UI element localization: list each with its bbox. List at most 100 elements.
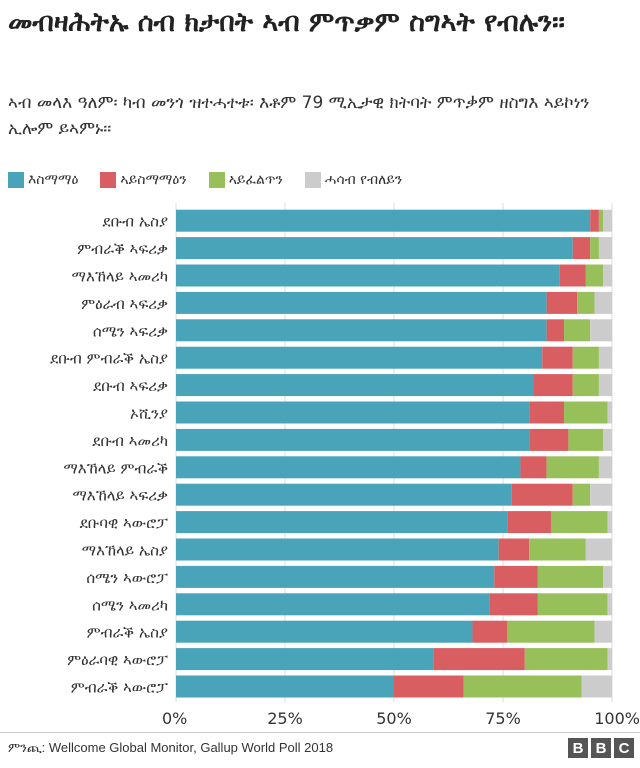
bar-segment [564,401,608,424]
bar-segment [529,538,586,561]
bar-segment [463,675,582,698]
legend-swatch-agree [8,172,24,188]
bar-segment [590,319,612,342]
legend-item-agree: እስማማዕ [8,172,78,188]
legend-label-disagree: ኣይስማማዕን [120,172,187,188]
bar-segment [494,565,538,588]
x-tick-label: 100% [594,709,640,728]
source-note: ምንጪ: Wellcome Global Monitor, Gallup Wor… [8,740,334,755]
bar-segment [542,346,573,369]
bar-segment [176,565,495,588]
bar-segment [603,428,612,451]
category-label: ሰሜን ኣመሪካ [92,596,168,614]
logo-letter-c: C [614,738,634,758]
bar-segment [176,237,573,260]
legend-label-agree: እስማማዕ [28,172,79,188]
bar-segment [529,428,569,451]
bar-segment [598,209,604,232]
bar-segment [511,483,573,506]
bar-segment [176,346,543,369]
stacked-bar-chart: 0% 25% 50% 75% 100% ደቡብ ኤስያ ምብራቕ ኣፍሪቃ ማእኸላይ ኣመሪ… [50,203,640,728]
category-label: ማእኸላይ ምብራቕ [63,459,168,477]
bar-segment [537,565,604,588]
bar-segment [568,428,604,451]
x-tick-label: 0% [162,709,187,728]
bar-segment [507,620,595,643]
chart-title: መብዛሕትኡ ሰብ ክታበት ኣብ ምጥቃም ስግኣት የብሉን፡፡ [8,7,565,38]
bar-segment [176,511,508,534]
legend: እስማማዕ ኣይስማማዕን ኣይፈልጥን ሓሳብ የብለይን [8,170,424,190]
bar-segment [598,456,612,479]
bar-segment [594,620,612,643]
bar-segment [472,620,508,643]
x-tick-label: 75% [485,709,521,728]
bar-segment [520,456,547,479]
bar-segment [598,346,612,369]
bar-segment [176,538,499,561]
bar-segment [590,209,599,232]
category-label: ማእኸላይ ኤስያ [82,542,168,560]
bar-segment [598,374,612,397]
bar-segment [529,401,565,424]
bar-segment [537,593,608,616]
legend-item-disagree: ኣይስማማዕን [100,172,187,188]
bar-segment [176,319,547,342]
bar-segment [176,401,530,424]
bar-segment [176,264,560,287]
category-label: ምዕራብ ኣፍሪቃ [81,295,168,313]
bar-segment [590,237,599,260]
bar-segment [176,620,473,643]
bar-segment [176,291,547,314]
legend-swatch-disagree [100,172,117,188]
category-label: ሰሜን ኣውሮፓ [86,569,168,587]
category-label: ደቡብ ኤስያ [102,213,168,231]
category-label: ደቡብ ኣመሪካ [92,432,168,450]
bar-segment [607,648,612,671]
bar-segment [489,593,538,616]
legend-label-neutral: ኣይፈልጥን [228,172,283,188]
bar-segment [176,209,591,232]
category-label: ማእኸላይ ኣፍሪቃ [72,487,168,505]
category-label: ምብራቕ ኤስያ [87,624,168,642]
logo-letter-b1: B [568,738,588,758]
bar-segment [572,483,591,506]
category-label: ምዕራባዊ ኣውሮፓ [67,651,168,669]
bar-segment [572,346,599,369]
bar-segment [603,264,612,287]
legend-item-dontknow: ሓሳብ የብለይን [304,172,403,188]
bar-segment [176,675,394,698]
bar-segment [176,483,512,506]
legend-swatch-neutral [208,172,225,188]
category-label: ደቡብ ምብራቕ ኤስያ [50,350,168,368]
legend-swatch-dontknow [304,172,321,188]
category-label: ኦሺንያ [130,405,168,423]
bbc-logo: B B C [568,738,634,758]
bar-segment [546,291,578,314]
bar-segment [603,565,612,588]
bar-segment [594,291,612,314]
legend-label-dontknow: ሓሳብ የብለይን [324,172,403,188]
bar-segment [524,648,608,671]
bar-segment [581,675,612,698]
bar-segment [572,374,599,397]
bar-segment [607,593,612,616]
bar-segment [603,209,612,232]
bar-segment [394,675,464,698]
bar-segment [585,264,604,287]
bar-segment [559,264,586,287]
logo-letter-b2: B [591,738,611,758]
category-label: ሰሜን ኣፍሪቃ [93,322,168,340]
bar-segment [598,237,612,260]
bar-segment [572,237,591,260]
bar-segment [176,374,534,397]
x-tick-label: 50% [376,709,412,728]
category-label: ደቡባዊ ኣውሮፓ [80,514,169,532]
footer-divider [0,732,640,733]
bar-segment [546,456,599,479]
bar-segment [176,593,490,616]
bar-segment [533,374,573,397]
bar-segment [176,648,434,671]
bar-segment [550,511,608,534]
category-label: ምብራቕ ኣፍሪቃ [77,240,168,258]
legend-item-neutral: ኣይፈልጥን [208,172,283,188]
